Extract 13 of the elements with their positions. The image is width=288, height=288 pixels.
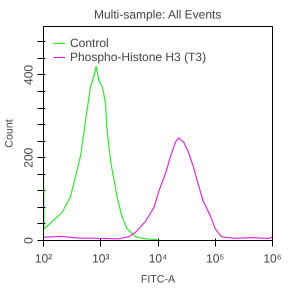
- x-tick-label: 10²: [34, 252, 52, 266]
- x-tick-label: 10⁶: [263, 252, 282, 266]
- y-tick-label: 0: [22, 236, 36, 244]
- legend-label: Phospho-Histone H3 (T3): [70, 50, 206, 64]
- y-tick-label: 200: [22, 147, 36, 168]
- x-tick-label: 10³: [92, 252, 110, 266]
- x-axis-title: FITC-A: [140, 274, 176, 286]
- y-axis-title: Count: [4, 119, 16, 148]
- y-tick-label: 400: [22, 64, 36, 85]
- x-tick-label: 10⁴: [148, 252, 168, 266]
- x-tick-label: 10⁵: [206, 252, 224, 266]
- chart-title: Multi-sample: All Events: [94, 8, 222, 22]
- legend-label: Control: [70, 36, 109, 50]
